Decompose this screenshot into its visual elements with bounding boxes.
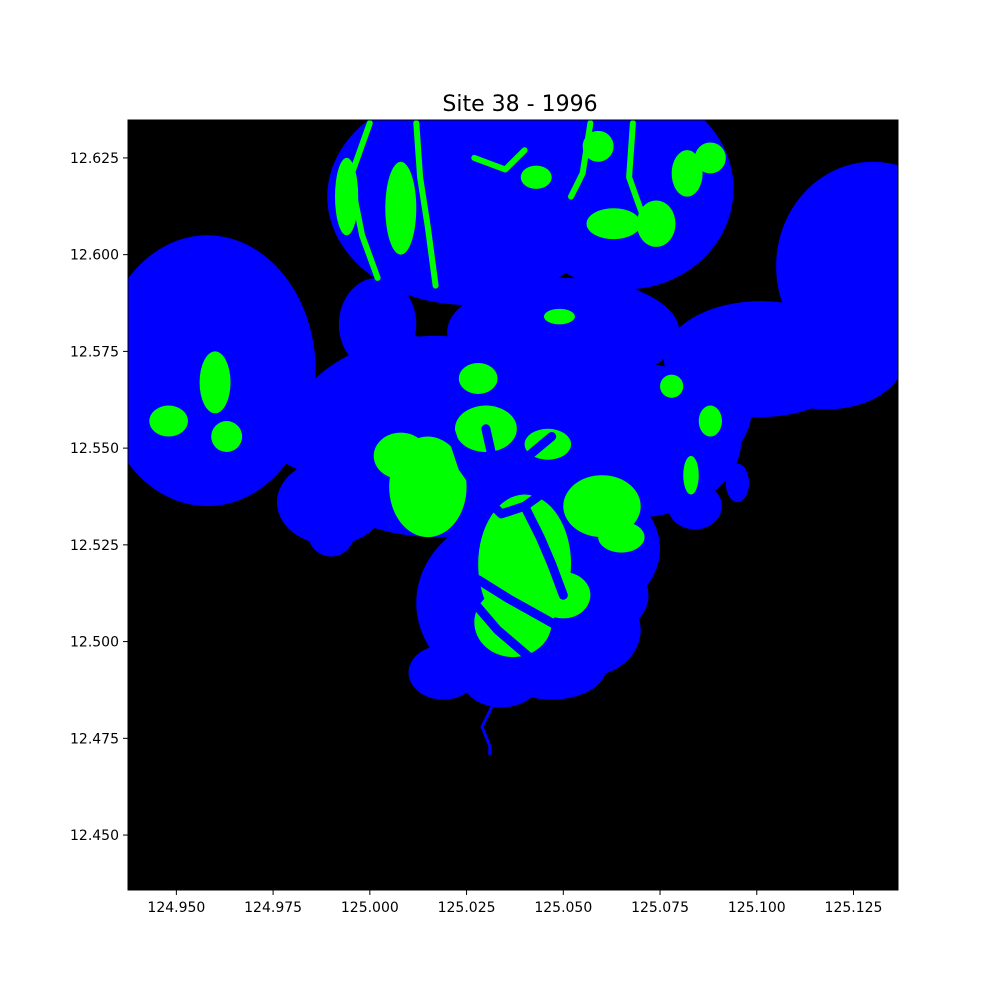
mangrove-patch xyxy=(373,432,428,480)
mangrove-buffer-region xyxy=(594,564,649,627)
mangrove-patch xyxy=(199,351,231,414)
y-tick-label: 12.500 xyxy=(70,635,119,651)
mangrove-patch xyxy=(520,165,552,189)
axes-frame xyxy=(127,119,899,891)
x-tick-label: 124.975 xyxy=(244,900,302,916)
mangrove-buffer-region xyxy=(749,308,898,410)
y-tick-label: 12.450 xyxy=(70,828,119,844)
y-tick-label: 12.550 xyxy=(70,441,119,457)
mangrove-patch xyxy=(698,405,722,437)
mangrove-strip xyxy=(568,120,594,200)
mangrove-patch xyxy=(458,362,498,394)
mangrove-patch xyxy=(671,150,703,197)
mangrove-buffer-region xyxy=(660,339,753,464)
mangrove-strip xyxy=(413,120,439,289)
mangrove-buffer-region xyxy=(462,653,541,708)
mangrove-patch xyxy=(211,421,243,452)
tidal-channel xyxy=(481,424,514,492)
x-axis: 124.950 124.975 125.000 125.025 125.050 125.0… xyxy=(147,890,882,916)
tidal-channel xyxy=(469,598,553,677)
mangrove-patch xyxy=(660,374,684,398)
y-axis: 12.625 12.600 12.575 12.550 12.525 12.500 12.4… xyxy=(70,151,128,844)
mangrove-patch xyxy=(598,521,645,553)
mangrove-strip xyxy=(347,120,381,281)
mangrove-buffer-region xyxy=(725,463,750,503)
tidal-channel xyxy=(504,432,557,492)
mangrove-buffer-region xyxy=(307,510,355,557)
mangrove-buffer-region xyxy=(516,120,734,290)
x-tick-label: 125.050 xyxy=(534,900,592,916)
x-tick-label: 125.075 xyxy=(631,900,689,916)
x-tick-label: 125.100 xyxy=(728,900,786,916)
mangrove-patch xyxy=(683,455,699,495)
x-tick-label: 125.125 xyxy=(825,900,883,916)
mangrove-buffer-region xyxy=(667,482,722,530)
chart-title: Site 38 - 1996 xyxy=(442,92,597,117)
mangrove-patch xyxy=(694,142,726,174)
mangrove-patch xyxy=(149,405,188,437)
raster-layer xyxy=(128,120,898,756)
x-tick-label: 125.025 xyxy=(438,900,496,916)
mangrove-strip xyxy=(626,120,652,235)
mangrove-patch xyxy=(474,587,552,658)
tidal-channel xyxy=(473,575,576,639)
tidal-channel xyxy=(446,428,615,519)
mangrove-patch xyxy=(636,200,676,247)
mangrove-patch xyxy=(586,208,641,240)
y-tick-label: 12.625 xyxy=(70,151,119,167)
mangrove-buffer-region xyxy=(331,335,486,445)
x-tick-label: 124.950 xyxy=(147,900,205,916)
mangrove-strip xyxy=(471,147,528,173)
mangrove-patch xyxy=(543,308,575,325)
mangrove-patch xyxy=(563,475,641,538)
mangrove-buffer-region xyxy=(276,459,386,545)
y-tick-label: 12.575 xyxy=(70,344,119,360)
y-tick-label: 12.525 xyxy=(70,538,119,554)
mangrove-patch xyxy=(385,161,417,255)
y-tick-label: 12.475 xyxy=(70,731,119,747)
y-tick-label: 12.600 xyxy=(70,248,119,264)
x-tick-label: 125.000 xyxy=(341,900,399,916)
tidal-channel xyxy=(520,501,568,600)
river-channel xyxy=(480,663,503,756)
mangrove-buffer-region xyxy=(408,645,479,700)
